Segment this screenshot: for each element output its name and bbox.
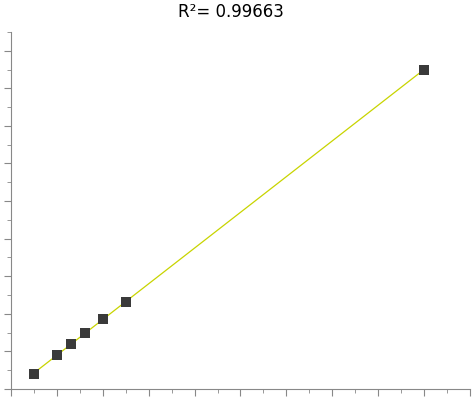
Text: R²= 0.99663: R²= 0.99663 [178, 3, 284, 21]
Point [122, 299, 129, 306]
Point [30, 371, 38, 377]
Point [99, 316, 107, 322]
Point [53, 352, 61, 358]
Point [81, 329, 88, 336]
Point [420, 66, 428, 73]
Point [67, 341, 74, 347]
